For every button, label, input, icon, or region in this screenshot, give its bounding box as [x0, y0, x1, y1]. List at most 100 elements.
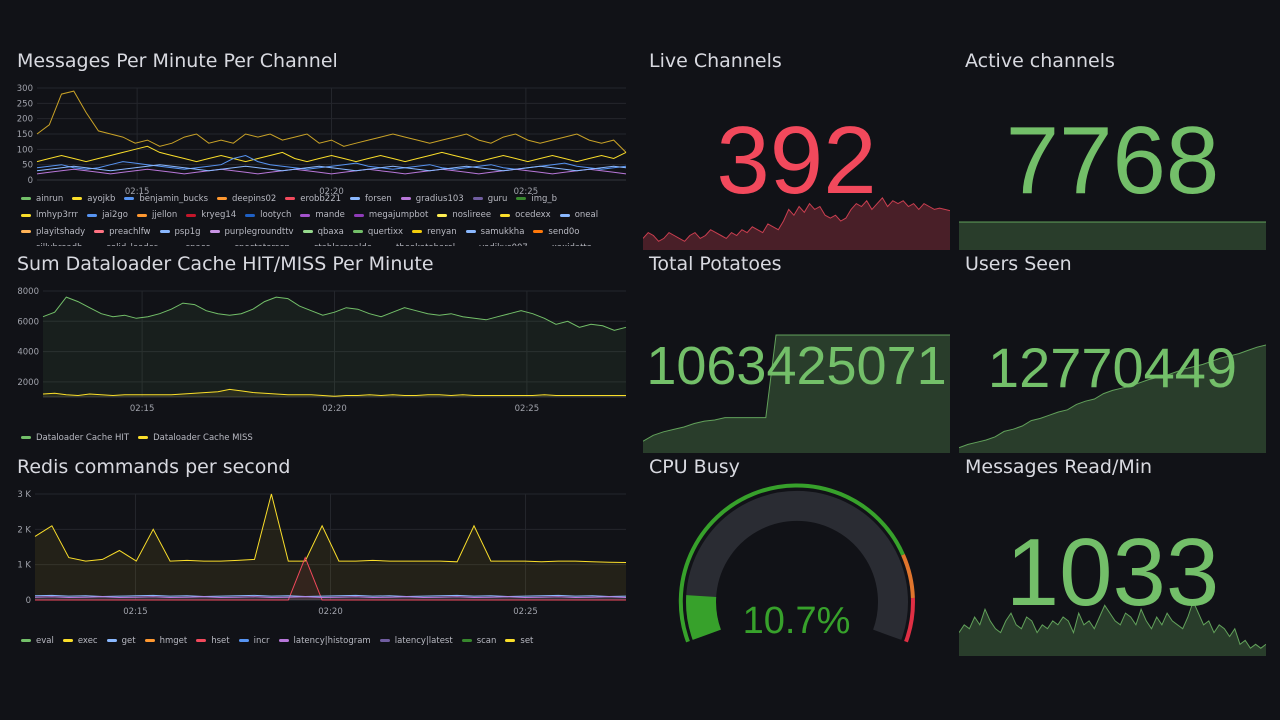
legend-swatch [94, 230, 105, 233]
legend-item[interactable]: purplegroundttv [209, 224, 294, 240]
legend-item[interactable]: preachlfw [94, 224, 151, 240]
legend-item[interactable]: img_b [516, 191, 557, 207]
legend-item[interactable]: qbaxa [302, 224, 344, 240]
panel-title[interactable]: Redis commands per second [17, 456, 291, 478]
y-tick-label: 0 [26, 596, 31, 606]
legend-label: playitshady [36, 226, 86, 237]
legend-item[interactable]: kryeg14 [186, 207, 236, 223]
y-tick-label: 200 [17, 115, 33, 125]
legend-item[interactable]: space [171, 240, 211, 246]
legend-swatch [62, 639, 73, 642]
legend-item[interactable]: exec [62, 633, 98, 649]
panel-title[interactable]: Messages Read/Min [965, 456, 1153, 478]
panel-title[interactable]: Total Potatoes [649, 253, 782, 275]
live-channels-value: 392 [716, 107, 877, 214]
legend-item[interactable]: latency|histogram [278, 633, 371, 649]
legend-item[interactable]: guru [472, 191, 507, 207]
legend-item[interactable]: sillybreadb [21, 240, 82, 246]
sparkline-area [959, 345, 1266, 453]
panel-title[interactable]: Live Channels [649, 50, 782, 72]
legend-item[interactable]: send0o [533, 224, 579, 240]
legend-item[interactable]: stablaronalde [299, 240, 372, 246]
legend-label: spectatorsen [235, 240, 290, 246]
legend-item[interactable]: jjellon [137, 207, 177, 223]
legend-item[interactable]: theokatobarel [381, 240, 455, 246]
legend-item[interactable]: lmhyp3rrr [21, 207, 78, 223]
legend-item[interactable]: mande [300, 207, 345, 223]
legend-swatch [472, 197, 483, 200]
legend-item[interactable]: hset [196, 633, 230, 649]
legend-swatch [138, 436, 149, 439]
legend-label: qbaxa [317, 226, 344, 237]
legend-item[interactable]: ayojkb [72, 191, 115, 207]
legend-item[interactable]: Dataloader Cache HIT [21, 430, 129, 446]
messages-per-minute-chart[interactable]: 0 50 100 150 200 250 300 02:15 02:20 02:25 [17, 82, 630, 220]
legend-label: exec [77, 635, 98, 646]
users-seen-sparkline [959, 344, 1266, 453]
legend-item[interactable]: ocedexx [500, 207, 551, 223]
legend-item[interactable]: incr [238, 633, 270, 649]
legend-item[interactable]: set [505, 633, 533, 649]
legend-item[interactable]: megajumpbot [353, 207, 429, 223]
legend-swatch [505, 639, 516, 642]
legend-item[interactable]: get [106, 633, 136, 649]
legend-swatch [300, 213, 311, 217]
legend-item[interactable]: erobb221 [285, 191, 341, 207]
legend-label: ocedexx [515, 210, 551, 220]
y-tick-label: 2 K [17, 525, 31, 535]
legend-label: psp1g [174, 226, 201, 237]
legend-item[interactable]: psp1g [159, 224, 201, 240]
redis-commands-chart[interactable]: 0 1 K 2 K 3 K 02:15 02:20 02:25 [17, 488, 630, 636]
legend-item[interactable]: deepins02 [217, 191, 276, 207]
legend-item[interactable]: eval [21, 633, 54, 649]
legend-item[interactable]: scan [461, 633, 496, 649]
panel-title[interactable]: Active channels [965, 50, 1115, 72]
legend-item[interactable]: latency|latest [379, 633, 453, 649]
panel-title[interactable]: Messages Per Minute Per Channel [17, 50, 338, 72]
legend-item[interactable]: hmget [144, 633, 187, 649]
active-channels-sparkline [959, 221, 1266, 250]
legend-item[interactable]: lootych [245, 207, 291, 223]
legend-label: set [520, 635, 534, 646]
legend-item[interactable]: spectatorsen [220, 240, 290, 246]
y-tick-label: 3 K [17, 490, 31, 500]
dataloader-cache-chart[interactable]: 2000 4000 6000 8000 02:15 02:20 02:25 [17, 285, 630, 433]
legend-item[interactable]: benjamin_bucks [124, 191, 208, 207]
legend-item[interactable]: vadikus007 [464, 240, 528, 246]
panel-messages-per-minute: Messages Per Minute Per Channel 0 50 100 15… [17, 50, 630, 246]
legend-label: benjamin_bucks [139, 193, 209, 204]
legend-item[interactable]: noslireee [437, 207, 491, 223]
legend-swatch [159, 230, 170, 233]
legend-item[interactable]: jai2go [87, 207, 128, 223]
sparkline-area [959, 222, 1266, 250]
legend-swatch [400, 197, 411, 200]
legend-item[interactable]: samukkha [465, 224, 524, 240]
legend-label: gradius103 [415, 193, 464, 204]
legend-item[interactable]: ainrun [21, 191, 63, 207]
legend-swatch [516, 197, 527, 200]
legend-item[interactable]: xaxidatta [537, 240, 592, 246]
legend-item[interactable]: forsen [350, 191, 392, 207]
legend-label: get [121, 635, 136, 646]
legend-label: megajumpbot [368, 210, 429, 220]
y-tick-label: 1 K [17, 561, 31, 571]
legend-item[interactable]: quertixx [352, 224, 404, 240]
legend-label: eval [36, 635, 54, 646]
legend-label: Dataloader Cache MISS [153, 432, 253, 443]
panel-title[interactable]: Sum Dataloader Cache HIT/MISS Per Minute [17, 253, 434, 275]
legend-label: vadikus007 [479, 240, 528, 246]
panel-title[interactable]: CPU Busy [649, 456, 740, 478]
panel-title[interactable]: Users Seen [965, 253, 1072, 275]
legend-item[interactable]: gradius103 [400, 191, 464, 207]
legend-item[interactable]: solid_leader_ [91, 240, 161, 246]
legend-item[interactable]: playitshady [21, 224, 85, 240]
legend-label: jjellon [152, 210, 178, 220]
legend-item[interactable]: renyan [412, 224, 457, 240]
legend-item[interactable]: oneal [559, 207, 598, 223]
legend-label: quertixx [367, 226, 404, 237]
legend-item[interactable]: Dataloader Cache MISS [138, 430, 253, 446]
panel-total-potatoes: Total Potatoes 1063425071 [643, 253, 950, 453]
legend-swatch [302, 230, 313, 233]
legend-label: mande [315, 210, 345, 220]
y-tick-label: 250 [17, 99, 33, 109]
